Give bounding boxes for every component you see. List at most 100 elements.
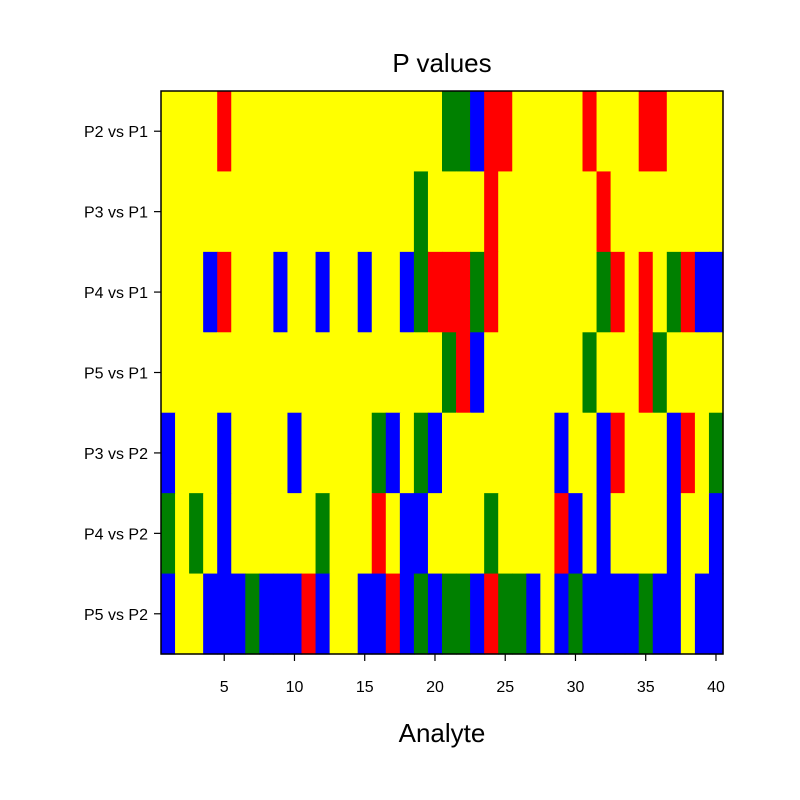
- heatmap-cell: [385, 251, 401, 333]
- x-tick-label: 25: [496, 679, 514, 696]
- heatmap-cell: [315, 332, 331, 414]
- heatmap-cell: [413, 91, 429, 173]
- heatmap-cell: [259, 493, 274, 575]
- heatmap-cell: [512, 412, 527, 494]
- heatmap-cell: [470, 332, 485, 414]
- heatmap-cell: [624, 573, 640, 655]
- heatmap-cell: [610, 412, 626, 494]
- heatmap-cell: [498, 171, 513, 253]
- heatmap-cell: [189, 171, 204, 253]
- heatmap-cell: [385, 171, 401, 253]
- heatmap-cell: [343, 412, 359, 494]
- heatmap-cell: [568, 573, 584, 655]
- heatmap-cell: [666, 412, 682, 494]
- heatmap-cell: [442, 412, 457, 494]
- heatmap-cell: [245, 171, 260, 253]
- heatmap-cell: [427, 171, 443, 253]
- x-tick-label: 40: [707, 679, 725, 696]
- heatmap-cell: [273, 493, 289, 575]
- heatmap-cell: [175, 251, 190, 333]
- heatmap-cell: [442, 573, 457, 655]
- heatmap-cell: [301, 412, 317, 494]
- heatmap-cell: [301, 171, 317, 253]
- heatmap-cell: [526, 91, 541, 173]
- x-tick-label: 5: [220, 679, 229, 696]
- heatmap-cell: [512, 91, 527, 173]
- x-tick-label: 10: [286, 679, 304, 696]
- heatmap-cell: [427, 412, 443, 494]
- heatmap-cell: [540, 91, 555, 173]
- heatmap-cell: [568, 171, 584, 253]
- heatmap-cell: [470, 251, 485, 333]
- heatmap-cell: [680, 412, 696, 494]
- heatmap-cell: [456, 412, 471, 494]
- heatmap-cell: [568, 332, 584, 414]
- heatmap-cell: [708, 332, 724, 414]
- heatmap-cell: [161, 412, 176, 494]
- heatmap-cell: [245, 332, 260, 414]
- heatmap-cell: [301, 573, 317, 655]
- heatmap-cell: [652, 171, 668, 253]
- heatmap-cell: [203, 91, 218, 173]
- y-tick-label: P5 vs P2: [84, 607, 148, 624]
- heatmap-cell: [203, 412, 218, 494]
- heatmap-cell: [203, 573, 218, 655]
- heatmap-cell: [399, 493, 415, 575]
- heatmap-cell: [582, 251, 598, 333]
- heatmap-cell: [582, 332, 598, 414]
- heatmap-cell: [666, 251, 682, 333]
- heatmap-cell: [512, 171, 527, 253]
- heatmap-cell: [526, 332, 541, 414]
- heatmap-cell: [568, 493, 584, 575]
- y-tick-label: P5 vs P1: [84, 366, 148, 383]
- heatmap-cell: [596, 91, 612, 173]
- heatmap-cell: [329, 573, 345, 655]
- heatmap-cell: [287, 412, 303, 494]
- heatmap-cell: [175, 171, 190, 253]
- heatmap-cell: [568, 412, 584, 494]
- heatmap-cell: [554, 493, 570, 575]
- heatmap-cell: [694, 91, 710, 173]
- heatmap-cell: [301, 91, 317, 173]
- heatmap-cell: [161, 332, 176, 414]
- heatmap-cell: [217, 251, 232, 333]
- heatmap-cell: [624, 251, 640, 333]
- heatmap-cell: [498, 412, 513, 494]
- x-axis-label: Analyte: [399, 718, 486, 748]
- heatmap-cell: [259, 171, 274, 253]
- heatmap-cell: [245, 412, 260, 494]
- heatmap-cell: [371, 171, 387, 253]
- heatmap-cell: [315, 251, 331, 333]
- heatmap-cell: [596, 251, 612, 333]
- heatmap-cell: [413, 251, 429, 333]
- heatmap-cell: [301, 493, 317, 575]
- heatmap-cell: [624, 91, 640, 173]
- heatmap-cell: [540, 573, 555, 655]
- heatmap-cell: [399, 251, 415, 333]
- heatmap-cell: [512, 251, 527, 333]
- heatmap-cell: [203, 332, 218, 414]
- heatmap-cell: [329, 332, 345, 414]
- heatmap-cell: [287, 171, 303, 253]
- heatmap-cell: [301, 332, 317, 414]
- heatmap-cell: [385, 332, 401, 414]
- heatmap-cell: [554, 171, 570, 253]
- heatmap-cell: [442, 332, 457, 414]
- heatmap-cell: [273, 91, 289, 173]
- heatmap-cell: [568, 251, 584, 333]
- heatmap-cell: [484, 332, 499, 414]
- heatmap-cell: [512, 573, 527, 655]
- heatmap-cell: [427, 573, 443, 655]
- heatmap-cell: [161, 573, 176, 655]
- heatmap-cell: [329, 493, 345, 575]
- heatmap-cell: [694, 412, 710, 494]
- heatmap-cell: [498, 91, 513, 173]
- heatmap-cell: [273, 171, 289, 253]
- heatmap-cell: [484, 412, 499, 494]
- heatmap-cell: [189, 493, 204, 575]
- heatmap-cell: [175, 412, 190, 494]
- heatmap-cell: [498, 251, 513, 333]
- heatmap-cell: [526, 412, 541, 494]
- x-tick-label: 35: [637, 679, 655, 696]
- heatmap-cell: [203, 493, 218, 575]
